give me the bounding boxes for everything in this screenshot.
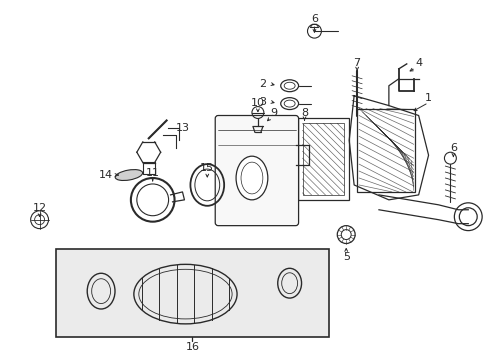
- Text: 14: 14: [99, 170, 113, 180]
- Bar: [56, 249, 328, 337]
- Bar: [356, 109, 414, 192]
- Text: 6: 6: [310, 14, 317, 24]
- Ellipse shape: [236, 156, 267, 200]
- Text: 8: 8: [300, 108, 307, 117]
- Text: 13: 13: [175, 123, 189, 134]
- Text: 10: 10: [250, 98, 264, 108]
- Text: 5: 5: [342, 252, 349, 262]
- Text: 12: 12: [33, 203, 46, 213]
- Ellipse shape: [115, 170, 142, 180]
- Text: 4: 4: [414, 58, 421, 68]
- Text: 2: 2: [259, 79, 266, 89]
- Text: 6: 6: [449, 143, 456, 153]
- Bar: [297, 118, 348, 200]
- FancyBboxPatch shape: [215, 116, 298, 226]
- Text: 15: 15: [200, 163, 214, 173]
- Text: 3: 3: [259, 96, 266, 107]
- Text: 9: 9: [270, 108, 277, 117]
- Bar: [302, 123, 344, 195]
- Text: 7: 7: [353, 58, 360, 68]
- Text: 16: 16: [185, 342, 199, 352]
- Text: 1: 1: [424, 93, 431, 103]
- Text: 11: 11: [145, 168, 160, 178]
